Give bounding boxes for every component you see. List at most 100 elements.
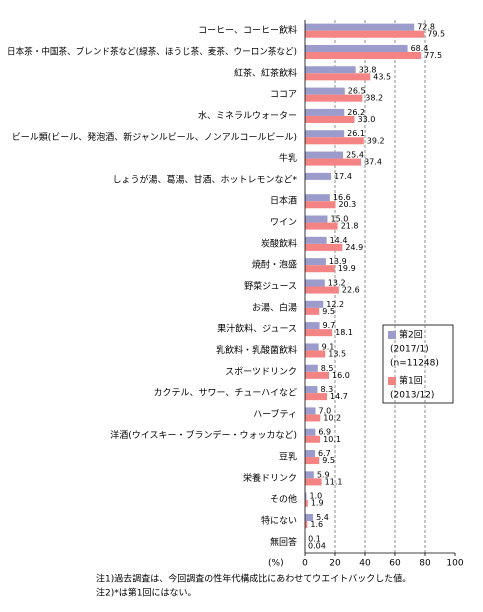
bar — [305, 137, 364, 144]
legend-note: (2017/1) — [390, 345, 429, 355]
bar — [305, 24, 414, 31]
bar — [305, 152, 343, 159]
value-label: 25.4 — [346, 151, 364, 160]
y-tick-label: 焼酎・泡盛 — [252, 259, 297, 271]
bar — [305, 407, 316, 414]
legend-swatch — [388, 331, 396, 339]
bar — [305, 216, 328, 223]
value-label: 9.5 — [322, 456, 335, 465]
y-tick-label: 乳飲料・乳酸菌飲料 — [216, 344, 297, 356]
bar — [305, 258, 326, 265]
value-label: 0.04 — [308, 541, 326, 550]
bar — [305, 500, 308, 507]
value-label: 20.3 — [338, 200, 356, 209]
y-tick-label: ココア — [270, 90, 297, 100]
bar — [305, 279, 325, 286]
bar — [305, 223, 338, 230]
bar — [305, 471, 314, 478]
y-tick-label: スポーツドリンク — [225, 366, 297, 377]
y-tick-label: コーヒー、コーヒー飲料 — [198, 24, 297, 36]
bar — [305, 393, 327, 400]
bar — [305, 436, 320, 443]
y-tick-label: その他 — [270, 493, 297, 505]
legend-swatch — [388, 377, 396, 385]
bar — [305, 109, 344, 116]
y-tick-label: 豆乳 — [279, 451, 297, 463]
x-tick-label: 100 — [446, 559, 463, 569]
value-label: 38.2 — [365, 94, 383, 103]
y-tick-label: ビール類(ビール、発泡酒、新ジャンルビール、ノンアルコールビール) — [12, 131, 297, 143]
x-tick-label: 40 — [359, 559, 371, 569]
y-tick-label: 洋酒(ウイスキー・ブランデー・ウォッカなど) — [110, 429, 297, 441]
y-tick-label: カクテル、サワー、チューハイなど — [153, 388, 297, 399]
y-tick-label: ワイン — [270, 218, 297, 228]
y-tick-label: 野菜ジュース — [244, 280, 297, 292]
bar — [305, 265, 335, 272]
value-label: 22.6 — [342, 286, 360, 295]
value-label: 16.0 — [332, 371, 350, 380]
value-label: 1.9 — [311, 499, 324, 508]
bar — [305, 414, 320, 421]
value-label: 19.9 — [338, 264, 356, 273]
y-tick-label: 水、ミネラルウォーター — [198, 109, 297, 121]
value-label: 21.8 — [341, 222, 359, 231]
bar — [305, 45, 408, 52]
bar — [305, 429, 315, 436]
bar — [305, 287, 339, 294]
bar — [305, 237, 327, 244]
value-label: 43.5 — [373, 72, 391, 81]
bar — [305, 73, 370, 80]
bar — [305, 116, 355, 123]
value-label: 33.0 — [358, 115, 376, 124]
value-label: 14.7 — [330, 392, 348, 401]
value-label: 39.2 — [367, 136, 385, 145]
y-tick-label: しょうが湯、葛湯、甘酒、ホットレモンなど* — [112, 173, 297, 185]
bar — [305, 322, 320, 329]
bar — [305, 343, 319, 350]
y-tick-label: 炭酸飲料 — [261, 237, 297, 249]
legend-label: 第1回 — [399, 375, 423, 387]
y-tick-label: ハーブティ — [253, 408, 297, 420]
value-label: 77.5 — [424, 51, 442, 60]
bar — [305, 372, 329, 379]
bar — [305, 173, 331, 180]
value-label: 26.1 — [347, 129, 365, 138]
x-axis-label: (%) — [268, 559, 284, 569]
bar — [305, 194, 330, 201]
value-label: 37.4 — [364, 158, 382, 167]
bar — [305, 66, 356, 73]
note: 注2)*は第1回にはない。 — [96, 587, 196, 599]
legend-label: 第2回 — [399, 329, 423, 341]
value-label: 24.9 — [345, 243, 363, 252]
y-tick-label: 特にない — [261, 515, 297, 527]
bar — [305, 386, 317, 393]
y-tick-label: 日本酒 — [270, 195, 297, 207]
bar — [305, 450, 315, 457]
value-label: 11.1 — [325, 477, 343, 486]
bar — [305, 52, 421, 59]
y-tick-label: 果汁飲料、ジュース — [217, 323, 297, 335]
x-tick-label: 80 — [419, 559, 431, 569]
value-label: 9.5 — [322, 307, 335, 316]
bar — [305, 308, 319, 315]
bar — [305, 159, 361, 166]
legend-note: (n=11248) — [390, 359, 439, 369]
y-tick-label: 無回答 — [270, 536, 297, 548]
bar — [305, 478, 322, 485]
value-label: 79.5 — [427, 30, 445, 39]
y-tick-label: お湯、白湯 — [252, 301, 297, 313]
note: 注1)過去調査は、今回調査の性年代構成比にあわせてウエイトバックした値。 — [96, 573, 411, 585]
bar — [305, 301, 323, 308]
bar — [305, 329, 332, 336]
y-tick-label: 栄養ドリンク — [243, 472, 297, 484]
bar — [305, 201, 335, 208]
value-label: 13.5 — [328, 349, 346, 358]
x-tick-label: 0 — [302, 559, 308, 569]
bar — [305, 31, 424, 38]
value-label: 10.1 — [323, 435, 341, 444]
y-tick-label: 日本茶・中国茶、ブレンド茶など(緑茶、ほうじ茶、麦茶、ウーロン茶など) — [7, 45, 297, 57]
y-tick-label: 紅茶、紅茶飲料 — [234, 67, 297, 79]
bar — [305, 365, 318, 372]
